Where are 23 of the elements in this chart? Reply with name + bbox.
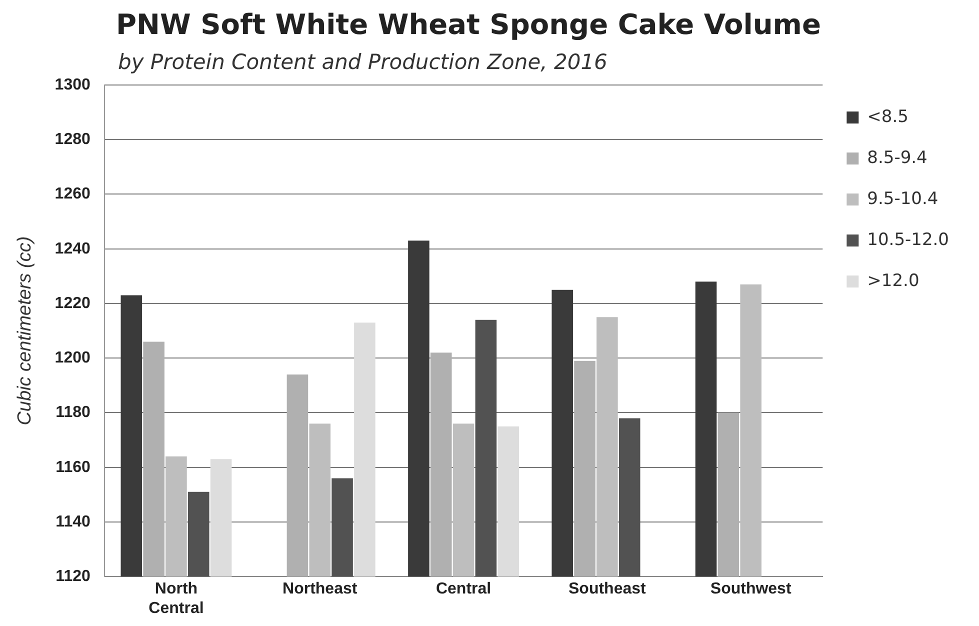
y-tick-label: 1200	[54, 350, 90, 367]
legend-label: 9.5-10.4	[867, 188, 938, 209]
legend-label: >12.0	[867, 270, 920, 291]
x-tick-label: Central	[436, 580, 492, 598]
y-tick-label: 1260	[54, 186, 90, 203]
x-tick-label: Northeast	[282, 580, 358, 598]
y-tick-label: 1300	[54, 76, 90, 94]
x-tick-label: Southeast	[568, 580, 647, 598]
y-tick-label: 1180	[56, 404, 90, 422]
chart-title: PNW Soft White Wheat Sponge Cake Volume	[116, 8, 821, 41]
y-tick-label: 1120	[56, 568, 90, 586]
x-tick-label: Southwest	[710, 580, 792, 598]
y-tick-label: 1280	[54, 131, 90, 148]
x-tick-label: North Central	[148, 580, 204, 617]
legend-label: <8.5	[867, 106, 908, 127]
y-axis-title: Cubic centimeters (cc)	[14, 236, 36, 426]
legend-label: 8.5-9.4	[867, 148, 928, 168]
y-tick-label: 1140	[56, 513, 90, 530]
legend-label: 10.5-12.0	[867, 230, 950, 250]
y-tick-label: 1220	[54, 294, 90, 312]
y-tick-label: 1240	[54, 240, 90, 258]
y-tick-label: 1160	[56, 458, 90, 476]
chart-subtitle: by Protein Content and Production Zone, 2016	[118, 50, 608, 74]
